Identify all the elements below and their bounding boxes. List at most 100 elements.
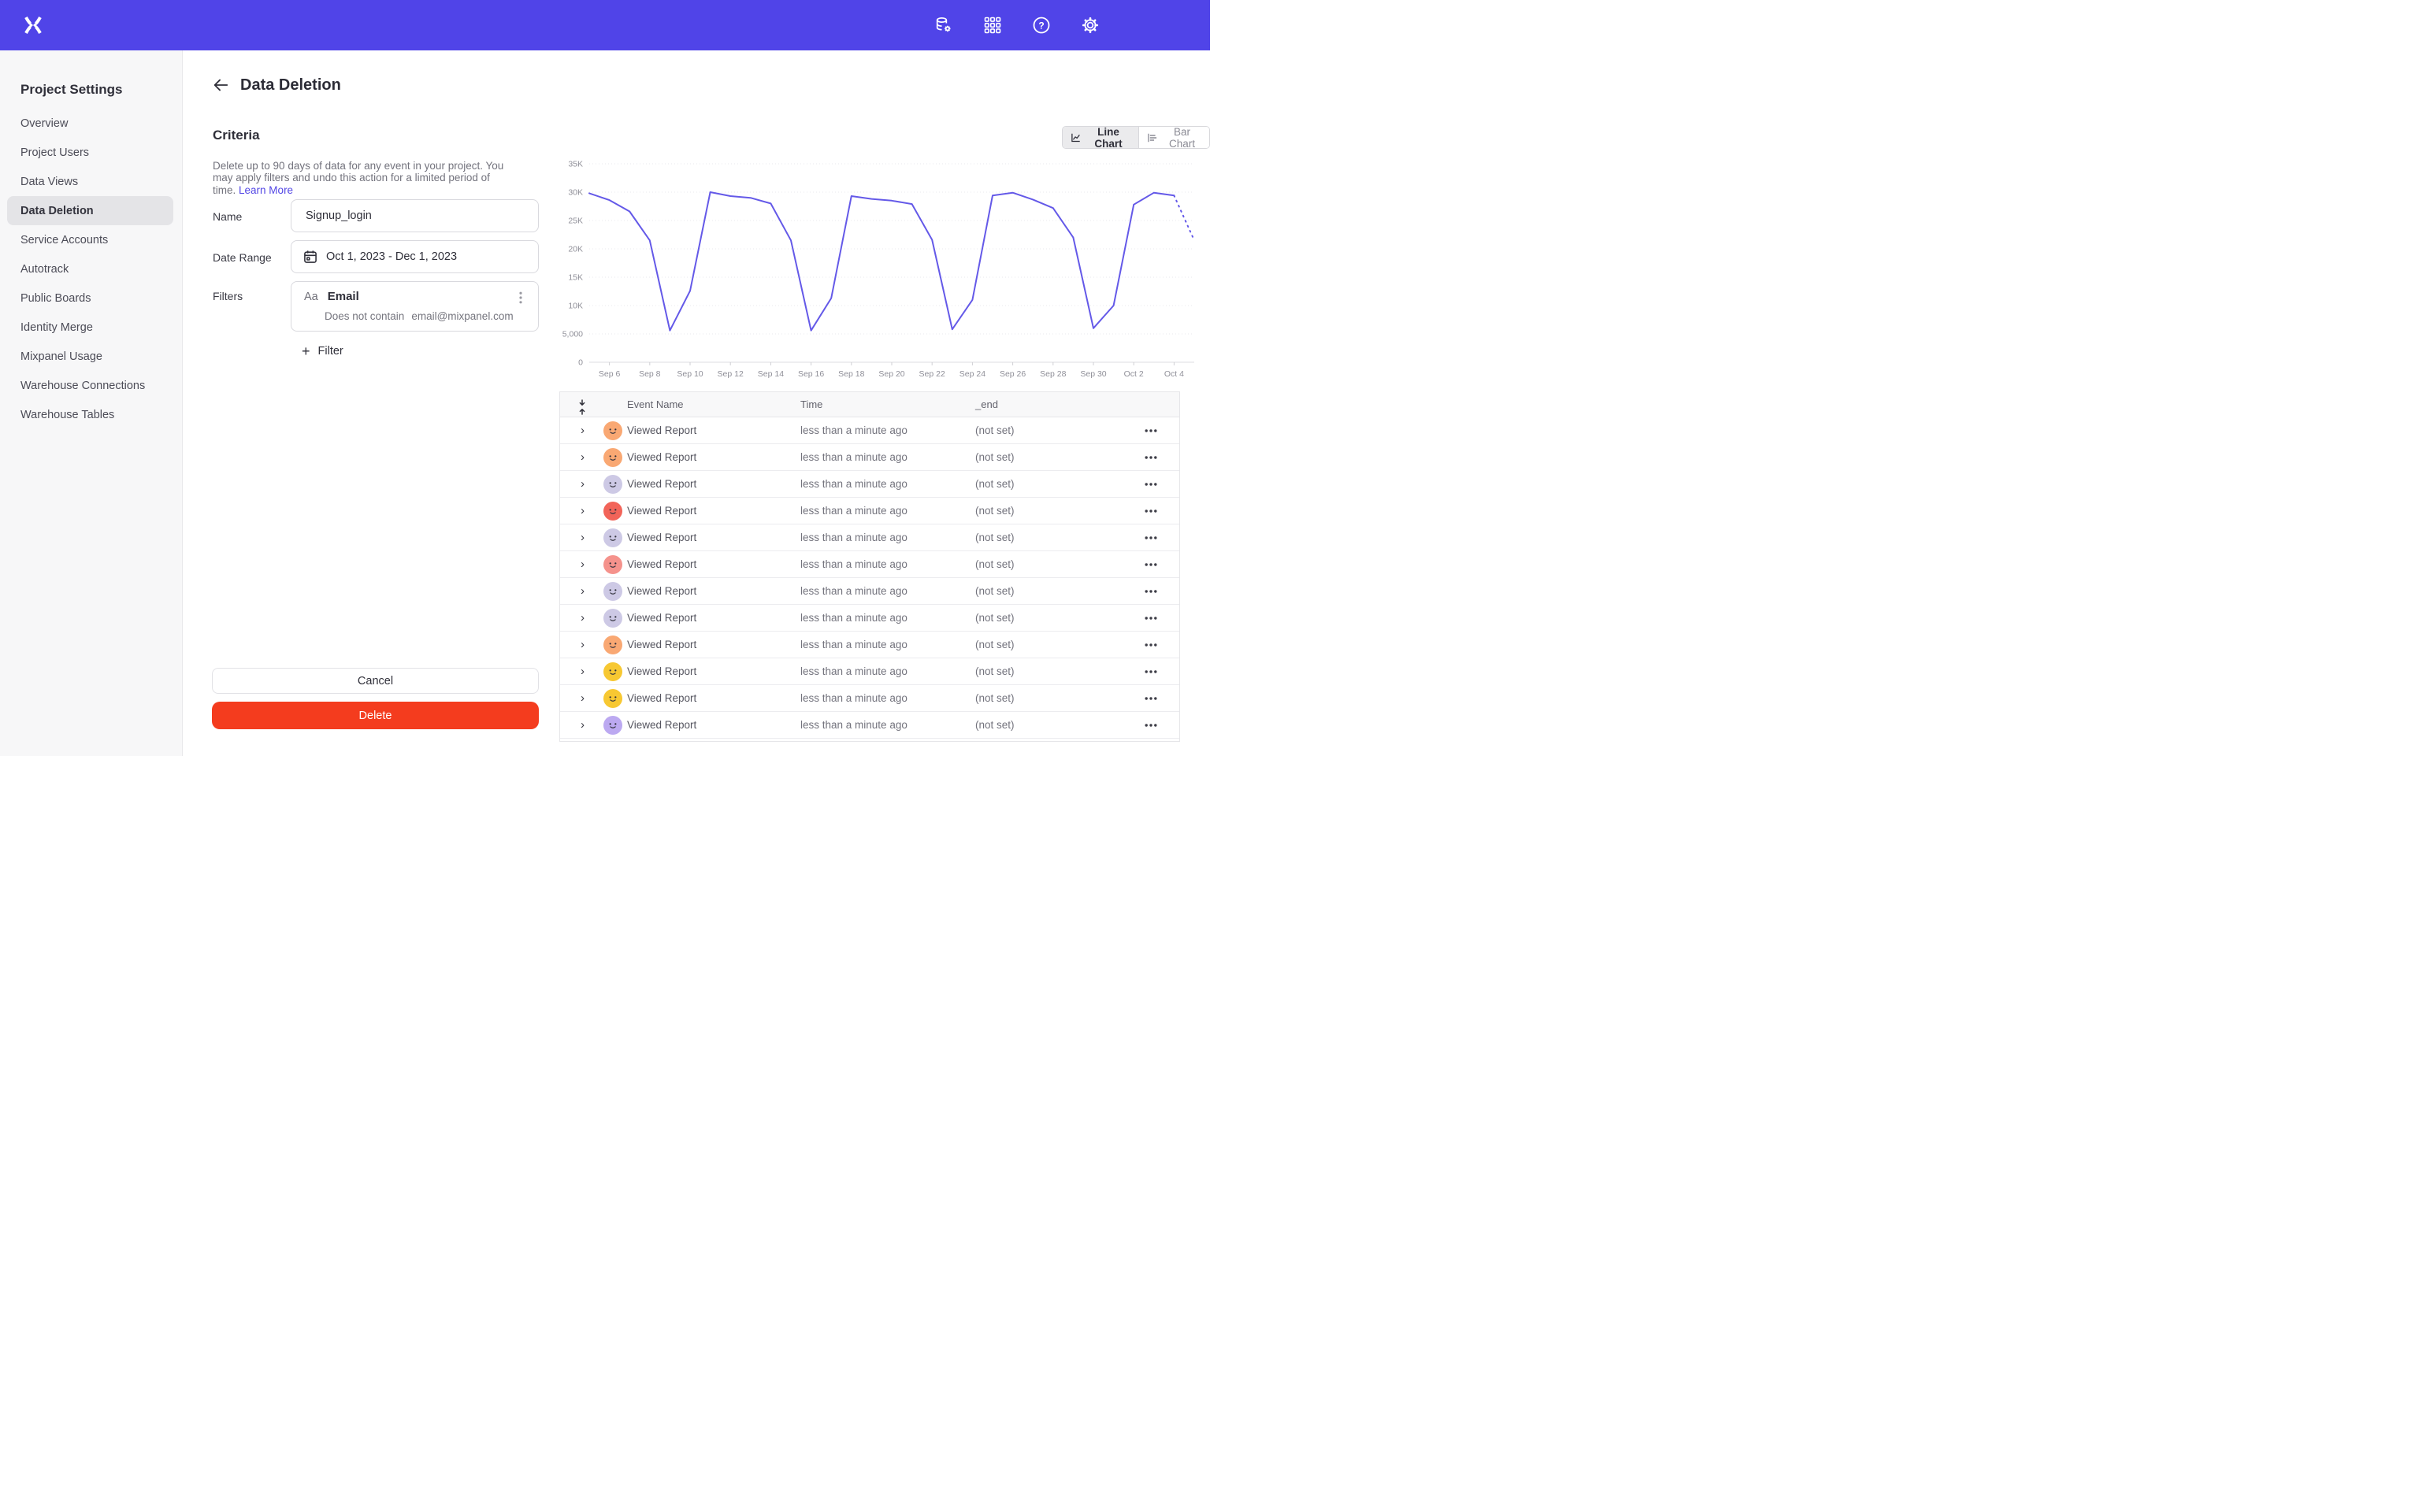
cancel-button[interactable]: Cancel bbox=[212, 668, 539, 694]
plus-icon: + bbox=[302, 343, 310, 359]
event-name-cell: Viewed Report bbox=[627, 532, 697, 543]
row-menu-button[interactable] bbox=[1143, 454, 1159, 461]
table-row[interactable]: › Viewed Report less than a minute ago (… bbox=[560, 632, 1179, 658]
sidebar-item-list: Overview Project Users Data Views Data D… bbox=[0, 109, 182, 429]
sidebar-item-overview[interactable]: Overview bbox=[0, 109, 182, 138]
table-row[interactable]: › Viewed Report less than a minute ago (… bbox=[560, 712, 1179, 739]
row-expand-chevron[interactable]: › bbox=[581, 503, 585, 517]
table-row[interactable]: › Viewed Report less than a minute ago (… bbox=[560, 685, 1179, 712]
row-expand-chevron[interactable]: › bbox=[581, 476, 585, 491]
criteria-heading: Criteria bbox=[213, 128, 260, 143]
table-row[interactable]: › Viewed Report less than a minute ago (… bbox=[560, 498, 1179, 524]
sidebar-item-project-users[interactable]: Project Users bbox=[0, 138, 182, 167]
events-table-body: › Viewed Report less than a minute ago (… bbox=[560, 417, 1179, 741]
page-title: Data Deletion bbox=[240, 76, 341, 94]
table-row[interactable]: › Viewed Report less than a minute ago (… bbox=[560, 605, 1179, 632]
row-menu-button[interactable] bbox=[1143, 695, 1159, 702]
calendar-icon bbox=[302, 249, 318, 265]
column-header-time[interactable]: Time bbox=[800, 398, 823, 410]
avatar-face bbox=[609, 722, 617, 728]
sidebar-item-warehouse-tables[interactable]: Warehouse Tables bbox=[0, 400, 182, 429]
table-row[interactable]: › bbox=[560, 739, 1179, 741]
row-menu-button[interactable] bbox=[1143, 615, 1159, 621]
name-input[interactable] bbox=[304, 209, 520, 223]
row-menu-button[interactable] bbox=[1143, 508, 1159, 514]
table-row[interactable]: › Viewed Report less than a minute ago (… bbox=[560, 417, 1179, 444]
ellipsis-icon bbox=[1145, 482, 1157, 486]
date-range-field[interactable]: Oct 1, 2023 - Dec 1, 2023 bbox=[291, 240, 539, 273]
ellipsis-icon bbox=[1145, 428, 1157, 432]
row-menu-button[interactable] bbox=[1143, 669, 1159, 675]
table-row[interactable]: › Viewed Report less than a minute ago (… bbox=[560, 658, 1179, 685]
row-expand-chevron[interactable]: › bbox=[581, 610, 585, 624]
row-expand-chevron[interactable]: › bbox=[581, 637, 585, 651]
time-cell: less than a minute ago bbox=[800, 532, 908, 543]
avatar bbox=[603, 421, 622, 440]
y-tick-label: 35K bbox=[568, 160, 583, 169]
add-filter-label: Filter bbox=[317, 345, 343, 358]
sidebar-item-identity-merge[interactable]: Identity Merge bbox=[0, 313, 182, 342]
add-filter-button[interactable]: + Filter bbox=[300, 343, 345, 359]
avatar bbox=[603, 447, 622, 467]
name-label: Name bbox=[213, 210, 243, 223]
avatar bbox=[603, 715, 622, 735]
row-expand-chevron[interactable]: › bbox=[581, 691, 585, 705]
app-window: ? Project Settings Overview Project User… bbox=[0, 0, 1210, 756]
row-menu-button[interactable] bbox=[1143, 428, 1159, 434]
row-expand-chevron[interactable]: › bbox=[581, 557, 585, 571]
sidebar-item-public-boards[interactable]: Public Boards bbox=[0, 284, 182, 313]
event-name-cell: Viewed Report bbox=[627, 639, 697, 650]
sidebar-item-warehouse-connections[interactable]: Warehouse Connections bbox=[0, 371, 182, 400]
apps-grid-icon[interactable] bbox=[978, 11, 1007, 39]
sort-arrows-icon[interactable] bbox=[577, 398, 587, 418]
table-row[interactable]: › Viewed Report less than a minute ago (… bbox=[560, 444, 1179, 471]
table-row[interactable]: › Viewed Report less than a minute ago (… bbox=[560, 578, 1179, 605]
sidebar-item-mixpanel-usage[interactable]: Mixpanel Usage bbox=[0, 342, 182, 371]
time-cell: less than a minute ago bbox=[800, 478, 908, 490]
help-icon[interactable]: ? bbox=[1027, 11, 1056, 39]
column-header-end[interactable]: _end bbox=[975, 398, 998, 410]
ellipsis-icon bbox=[1145, 589, 1157, 593]
data-management-icon[interactable] bbox=[930, 11, 958, 39]
ellipsis-icon bbox=[1145, 723, 1157, 727]
sidebar-item-data-views[interactable]: Data Views bbox=[0, 167, 182, 196]
row-expand-chevron[interactable]: › bbox=[581, 450, 585, 464]
table-row[interactable]: › Viewed Report less than a minute ago (… bbox=[560, 524, 1179, 551]
end-cell: (not set) bbox=[975, 424, 1015, 436]
line-chart-tab[interactable]: Line Chart bbox=[1063, 127, 1139, 148]
filters-label: Filters bbox=[213, 290, 243, 302]
time-cell: less than a minute ago bbox=[800, 505, 908, 517]
column-header-event-name[interactable]: Event Name bbox=[627, 398, 684, 410]
row-expand-chevron[interactable]: › bbox=[581, 423, 585, 437]
avatar bbox=[603, 662, 622, 681]
row-menu-button[interactable] bbox=[1143, 722, 1159, 728]
arrow-left-icon bbox=[213, 79, 228, 91]
row-expand-chevron[interactable]: › bbox=[581, 530, 585, 544]
row-menu-button[interactable] bbox=[1143, 535, 1159, 541]
sidebar-item-autotrack[interactable]: Autotrack bbox=[0, 254, 182, 284]
row-menu-button[interactable] bbox=[1143, 588, 1159, 595]
bar-chart-tab[interactable]: Bar Chart bbox=[1138, 127, 1209, 148]
mixpanel-logo[interactable] bbox=[21, 13, 45, 37]
learn-more-link[interactable]: Learn More bbox=[239, 183, 294, 196]
sidebar-item-service-accounts[interactable]: Service Accounts bbox=[0, 225, 182, 254]
filter-menu-button[interactable] bbox=[513, 290, 529, 306]
event-name-cell: Viewed Report bbox=[627, 451, 697, 463]
settings-gear-icon[interactable] bbox=[1076, 11, 1104, 39]
row-menu-button[interactable] bbox=[1143, 481, 1159, 487]
row-expand-chevron[interactable]: › bbox=[581, 717, 585, 732]
avatar-face bbox=[609, 615, 617, 621]
back-button[interactable] bbox=[211, 76, 230, 94]
avatar-face bbox=[609, 428, 617, 434]
row-menu-button[interactable] bbox=[1143, 561, 1159, 568]
end-cell: (not set) bbox=[975, 451, 1015, 463]
sidebar-item-data-deletion[interactable]: Data Deletion bbox=[7, 196, 173, 225]
row-menu-button[interactable] bbox=[1143, 642, 1159, 648]
row-expand-chevron[interactable]: › bbox=[581, 584, 585, 598]
table-row[interactable]: › Viewed Report less than a minute ago (… bbox=[560, 471, 1179, 498]
delete-button[interactable]: Delete bbox=[212, 702, 539, 729]
table-row[interactable]: › Viewed Report less than a minute ago (… bbox=[560, 551, 1179, 578]
events-line-chart: 0 5,000 10K 15K 20K 25K 30K 35K Sep 6 Sep 8 Sep 10… bbox=[559, 154, 1205, 384]
row-expand-chevron[interactable]: › bbox=[581, 664, 585, 678]
filter-card[interactable]: Aa Email Does not contain email@mixpanel… bbox=[291, 281, 539, 332]
